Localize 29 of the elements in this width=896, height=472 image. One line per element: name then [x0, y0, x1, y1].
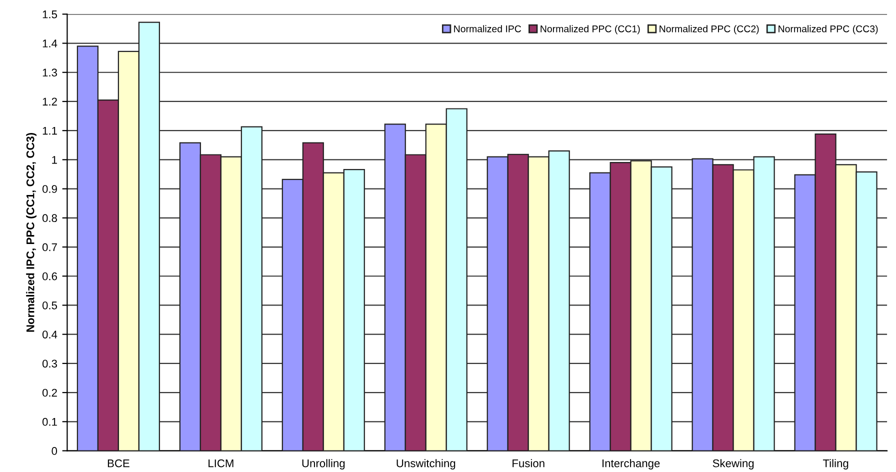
x-tick-label: Interchange — [602, 459, 660, 470]
y-tick-label: 0.2 — [42, 388, 57, 397]
x-tick-label: Tiling — [822, 459, 848, 470]
y-tick-label: 1.1 — [42, 126, 57, 135]
x-tick-label: LICM — [208, 459, 234, 468]
y-tick-label: 0.1 — [42, 418, 57, 426]
y-tick-label: 1.4 — [42, 40, 58, 48]
y-tick-label: 1.5 — [42, 10, 58, 18]
legend-label: Normalized PPC (CC1) — [540, 25, 640, 34]
legend-label: Normalized IPC — [454, 25, 522, 32]
y-tick-label: 0.9 — [42, 185, 57, 193]
legend-label: Normalized PPC (CC2) — [660, 25, 759, 34]
y-tick-label: 1.2 — [42, 98, 57, 106]
y-tick-label: 0 — [52, 447, 58, 455]
y-tick-label: 0.7 — [42, 243, 57, 252]
y-tick-label: 0.8 — [42, 214, 57, 222]
y-tick-label: 1 — [52, 156, 57, 164]
legend-label: Normalized PPC (CC3) — [778, 25, 878, 34]
x-tick-label: Unswitching — [396, 459, 456, 470]
x-tick-label: BCE — [108, 459, 130, 468]
x-tick-label: Unrolling — [302, 459, 345, 470]
y-tick-label: 1.3 — [42, 68, 57, 77]
x-tick-label: Fusion — [512, 459, 544, 468]
y-tick-label: 0.5 — [42, 301, 58, 310]
y-axis-title: Normalized IPC, PPC (CC1, CC2, CC3) — [26, 132, 36, 332]
x-tick-label: Skewing — [712, 459, 754, 470]
y-tick-label: 0.3 — [42, 360, 57, 368]
y-tick-label: 0.6 — [42, 272, 57, 280]
y-tick-label: 0.4 — [42, 330, 58, 338]
